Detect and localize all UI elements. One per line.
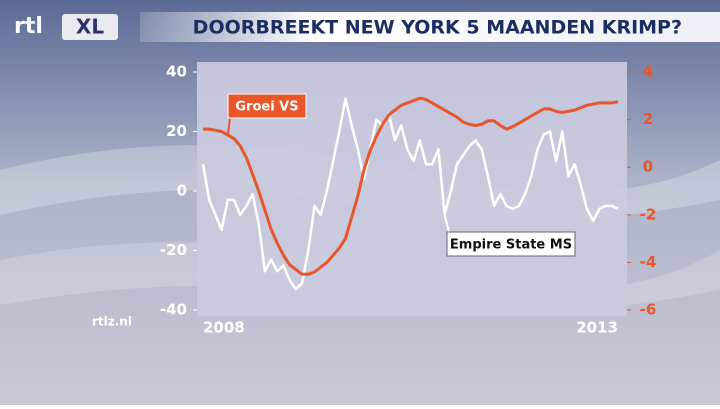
line-series bbox=[201, 97, 619, 291]
brand: rtl bbox=[14, 14, 43, 39]
callout-box bbox=[446, 231, 576, 257]
y2-tick-label: 2 bbox=[643, 110, 653, 128]
brand-badge: XL bbox=[76, 15, 104, 39]
y2-tick-label: 4 bbox=[643, 63, 653, 81]
legend-label: Empire State MS bbox=[450, 238, 572, 253]
y-tick-label: 0 bbox=[177, 182, 187, 200]
y2-tick-label: -6 bbox=[640, 301, 657, 319]
callout-line bbox=[443, 214, 450, 233]
y2-tick-label: 0 bbox=[643, 158, 653, 176]
y-tick-label: 40 bbox=[166, 63, 187, 81]
x-tick-label: 2008 bbox=[203, 319, 245, 337]
brand-badge-box bbox=[62, 14, 118, 40]
source: rtlz.nl bbox=[92, 315, 132, 329]
y2-tick-label: -4 bbox=[640, 253, 657, 271]
title-banner bbox=[140, 12, 720, 42]
callout-line bbox=[226, 117, 231, 136]
callout-box bbox=[227, 93, 307, 119]
x-tick-label: 2013 bbox=[576, 319, 618, 337]
line-series bbox=[203, 96, 619, 276]
y-tick-label: -40 bbox=[160, 301, 187, 319]
y2-tick-label: -2 bbox=[640, 205, 657, 223]
chart-title: DOORBREEKT NEW YORK 5 MAANDEN KRIMP? bbox=[193, 17, 682, 39]
legend-label: Groei VS bbox=[235, 100, 298, 115]
y-tick-label: 20 bbox=[166, 122, 187, 140]
y-tick-label: -20 bbox=[160, 241, 187, 259]
